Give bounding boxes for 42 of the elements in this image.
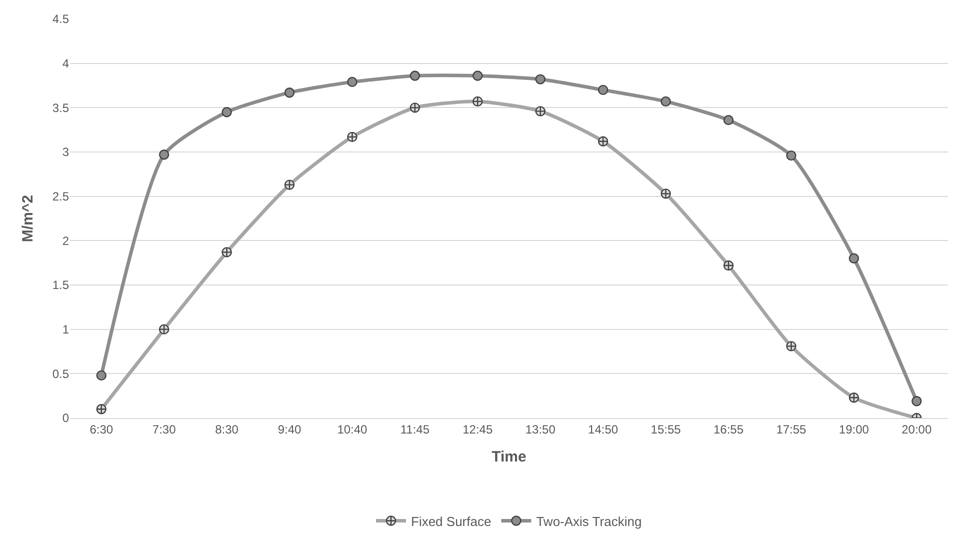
y-tick-label: 0 <box>62 411 70 426</box>
y-tick-label: 4 <box>62 56 70 71</box>
x-tick-label: 11:45 <box>400 422 430 436</box>
x-tick-label: 9:40 <box>278 422 302 436</box>
y-axis-title: M/m^2 <box>20 194 37 242</box>
point <box>96 370 106 381</box>
y-tick-label: 3 <box>62 145 70 160</box>
x-tick-label: 19:00 <box>838 422 870 436</box>
x-axis-title: Time <box>492 448 526 466</box>
point <box>347 76 358 88</box>
x-tick-label: 14:50 <box>588 422 618 436</box>
point <box>284 87 295 98</box>
y-tick-label: 2 <box>62 234 70 248</box>
x-tick-label: 15:55 <box>650 422 682 436</box>
point <box>848 253 860 264</box>
x-tick-label: 20:00 <box>902 422 932 436</box>
point <box>535 74 546 84</box>
x-tick-label: 8:30 <box>215 422 239 436</box>
x-tick-label: 16:55 <box>713 422 744 436</box>
y-tick-label: 2.5 <box>52 190 70 204</box>
point <box>222 107 232 118</box>
legend-label: Fixed Surface <box>411 514 492 529</box>
y-tick-label: 3.5 <box>52 100 70 115</box>
x-tick-label: 10:40 <box>337 422 368 436</box>
point <box>912 396 922 406</box>
x-tick-label: 12:45 <box>462 422 493 436</box>
point <box>660 96 671 107</box>
y-tick-label: 1 <box>62 322 70 337</box>
x-tick-label: 6:30 <box>90 422 114 436</box>
x-tick-label: 17:55 <box>776 422 807 436</box>
point <box>158 150 170 160</box>
y-tick-label: 1.5 <box>52 278 70 292</box>
legend-label: Two-Axis Tracking <box>536 514 642 529</box>
y-tick-label: 4.5 <box>52 12 70 26</box>
point <box>723 114 734 126</box>
point <box>410 70 420 81</box>
x-tick-label: 7:30 <box>152 422 176 436</box>
point <box>472 70 483 81</box>
y-tick-label: 0.5 <box>52 366 70 381</box>
point <box>786 150 796 161</box>
x-tick-label: 13:50 <box>525 422 556 436</box>
point <box>598 84 608 96</box>
